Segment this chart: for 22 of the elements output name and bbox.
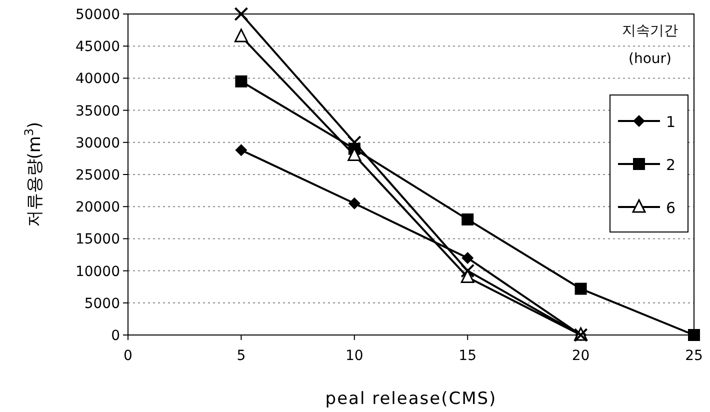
y-tick-label: 0	[111, 328, 120, 344]
x-tick-label: 10	[345, 348, 364, 364]
y-tick-label: 20000	[75, 200, 120, 216]
y-tick-label: 35000	[75, 103, 120, 120]
y-tick-label: 40000	[75, 71, 120, 88]
x-tick-label: 25	[685, 348, 703, 364]
x-tick-label: 5	[236, 348, 246, 364]
y-tick-label: 30000	[75, 135, 120, 152]
legend-label: 2	[666, 156, 676, 174]
legend-label: 6	[666, 199, 676, 217]
y-tick-label: 45000	[75, 39, 120, 56]
y-tick-label: 5000	[84, 296, 120, 312]
x-tick-label: 15	[458, 348, 477, 364]
y-tick-label: 50000	[75, 7, 120, 23]
x-tick-label: 20	[572, 348, 590, 364]
y-tick-label: 25000	[75, 168, 120, 184]
y-tick-label: 15000	[75, 232, 120, 248]
x-axis-title: peal release(CMS)	[325, 389, 497, 409]
legend-title: 지속기간 (hour)	[622, 23, 678, 67]
y-tick-label: 10000	[75, 264, 120, 280]
legend-label: 1	[666, 113, 676, 131]
x-tick-label: 0	[124, 348, 132, 364]
